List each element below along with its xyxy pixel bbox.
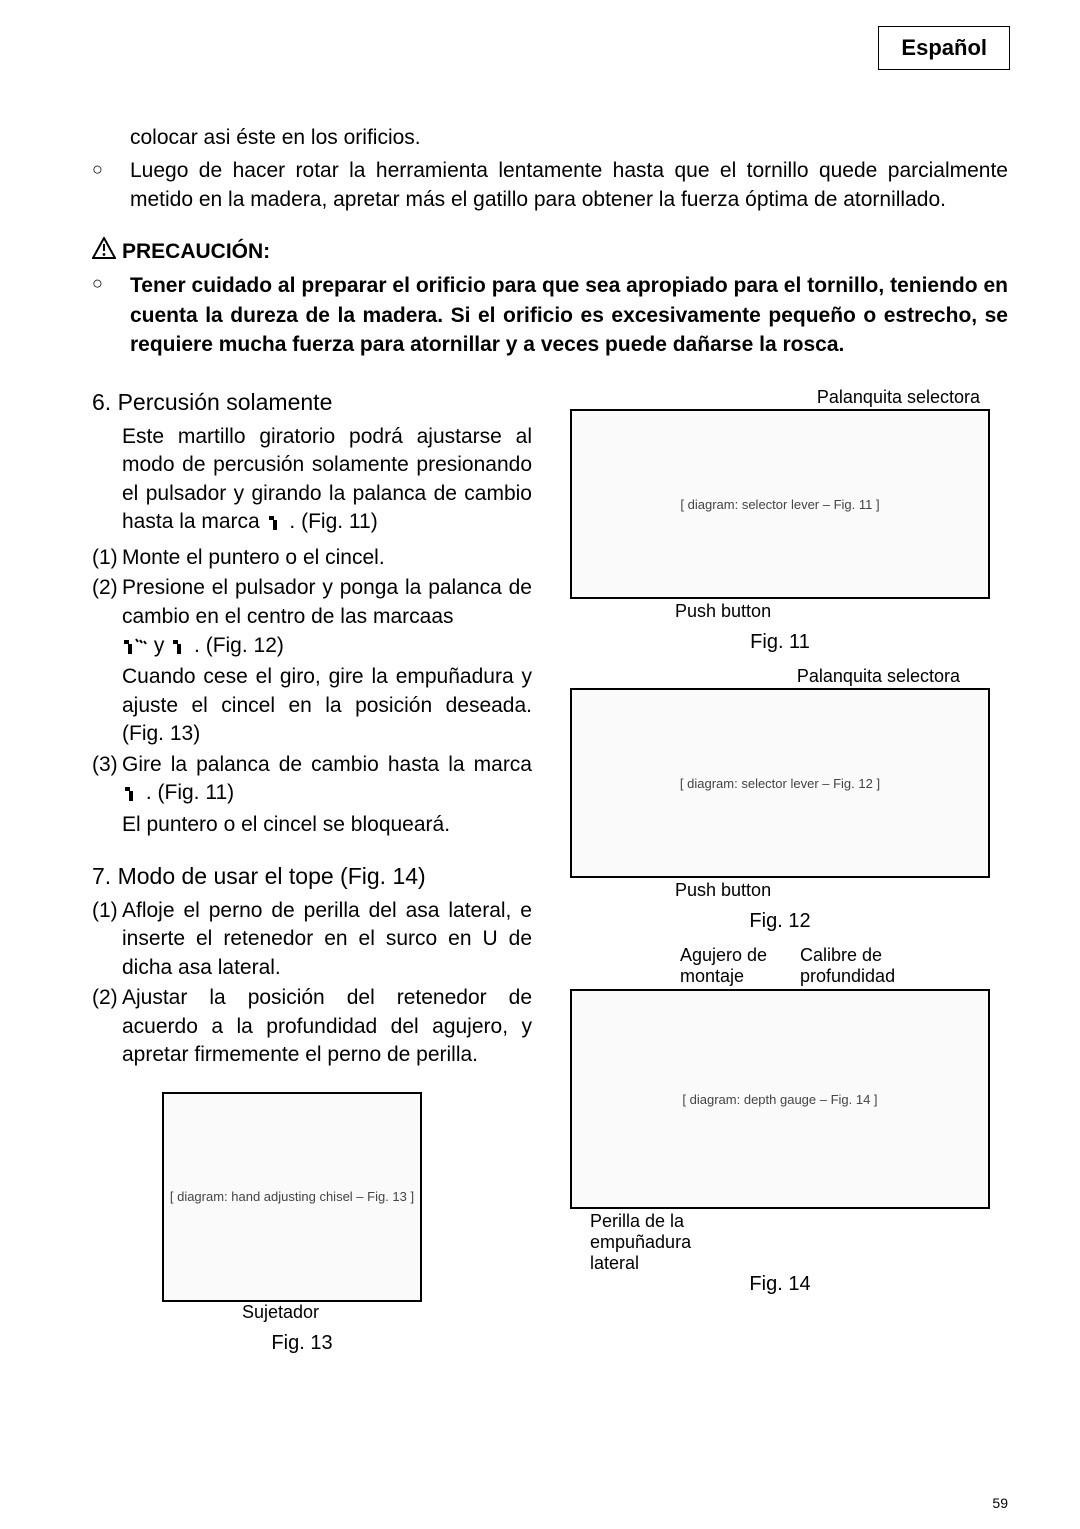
warning-icon bbox=[92, 237, 116, 267]
intro-bullet-text: Luego de hacer rotar la herramienta lent… bbox=[130, 157, 1008, 215]
figure-14-knob-label: Perilla de la empuñadura lateral bbox=[590, 1211, 740, 1273]
figure-12-push-label: Push button bbox=[675, 880, 771, 901]
hammer-icon bbox=[122, 782, 140, 811]
section6-item1: (1) Monte el puntero o el cincel. bbox=[92, 544, 532, 573]
section-7: 7. Modo de usar el tope (Fig. 14) (1) Af… bbox=[92, 861, 532, 1070]
figure-12-caption: Fig. 12 bbox=[560, 910, 1000, 933]
figure-12-lever-label: Palanquita selectora bbox=[797, 666, 960, 687]
section7-item2: (2) Ajustar la posición del retenedor de… bbox=[92, 984, 532, 1070]
section6-item3: (3) Gire la palanca de cambio hasta la m… bbox=[92, 751, 532, 840]
item-number: (1) bbox=[92, 897, 122, 983]
hammer-lines-icon bbox=[122, 635, 148, 664]
section6-body-tail: . (Fig. 11) bbox=[289, 510, 377, 533]
figure-11-caption: Fig. 11 bbox=[560, 631, 1000, 654]
intro-block: colocar asi éste en los orificios. ○ Lue… bbox=[92, 124, 1008, 215]
page-number: 59 bbox=[992, 1495, 1008, 1511]
intro-line1: colocar asi éste en los orificios. bbox=[130, 124, 1008, 153]
figure-14-caption: Fig. 14 bbox=[560, 1273, 1000, 1296]
item2c: Cuando cese el giro, gire la empuñadura … bbox=[122, 665, 532, 745]
item3b: El puntero o el cincel se bloqueará. bbox=[122, 813, 450, 836]
section7-item1: (1) Afloje el perno de perilla del asa l… bbox=[92, 897, 532, 983]
bullet-marker: ○ bbox=[92, 157, 130, 215]
section7-title: 7. Modo de usar el tope (Fig. 14) bbox=[92, 861, 532, 892]
item3a-tail: . (Fig. 11) bbox=[146, 781, 234, 804]
left-column: 6. Percusión solamente Este martillo gir… bbox=[92, 387, 532, 1357]
figure-11-lever-label: Palanquita selectora bbox=[817, 387, 980, 408]
figure-13-sujetador-label: Sujetador bbox=[162, 1300, 442, 1324]
intro-bullet: ○ Luego de hacer rotar la herramienta le… bbox=[92, 157, 1008, 215]
item-number: (3) bbox=[92, 751, 122, 840]
caution-block: PRECAUCIÓN: ○ Tener cuidado al preparar … bbox=[92, 237, 1008, 360]
language-label: Español bbox=[901, 35, 987, 60]
caution-heading-row: PRECAUCIÓN: bbox=[92, 237, 1008, 267]
section6-title: 6. Percusión solamente bbox=[92, 387, 532, 418]
item2-mid: y bbox=[154, 634, 170, 657]
figure-13: [ diagram: hand adjusting chisel – Fig. … bbox=[162, 1092, 442, 1358]
item-text: Ajustar la posición del retenedor de acu… bbox=[122, 984, 532, 1070]
figure-14: Agujero de montaje Calibre de profundida… bbox=[560, 945, 1000, 1296]
bullet-marker: ○ bbox=[92, 271, 130, 359]
language-box: Español bbox=[878, 26, 1010, 70]
figure-11: Palanquita selectora [ diagram: selector… bbox=[560, 387, 1000, 654]
right-column: Palanquita selectora [ diagram: selector… bbox=[560, 387, 1000, 1357]
figure-14-mount-label: Agujero de montaje bbox=[680, 945, 780, 986]
caution-body: ○ Tener cuidado al preparar el orificio … bbox=[92, 271, 1008, 359]
section6-body: Este martillo giratorio podrá ajustarse … bbox=[122, 423, 532, 540]
figure-11-push-label: Push button bbox=[675, 601, 771, 622]
item-text: Gire la palanca de cambio hasta la marca… bbox=[122, 751, 532, 840]
item-number: (1) bbox=[92, 544, 122, 573]
figure-13-image: [ diagram: hand adjusting chisel – Fig. … bbox=[162, 1092, 422, 1302]
figure-14-image: [ diagram: depth gauge – Fig. 14 ] bbox=[570, 989, 990, 1209]
figure-11-image: [ diagram: selector lever – Fig. 11 ] bbox=[570, 409, 990, 599]
item-text: Afloje el perno de perilla del asa later… bbox=[122, 897, 532, 983]
item-number: (2) bbox=[92, 574, 122, 748]
item-text: Monte el puntero o el cincel. bbox=[122, 544, 532, 573]
item3a: Gire la palanca de cambio hasta la marca bbox=[122, 753, 532, 776]
hammer-icon bbox=[266, 511, 284, 540]
item2a: Presione el pulsador y ponga la palanca … bbox=[122, 576, 532, 628]
section-6: 6. Percusión solamente Este martillo gir… bbox=[92, 387, 532, 839]
item-number: (2) bbox=[92, 984, 122, 1070]
figure-14-depth-label: Calibre de profundidad bbox=[800, 945, 940, 986]
figure-12-image: [ diagram: selector lever – Fig. 12 ] bbox=[570, 688, 990, 878]
item-text: Presione el pulsador y ponga la palanca … bbox=[122, 574, 532, 748]
section6-item2: (2) Presione el pulsador y ponga la pala… bbox=[92, 574, 532, 748]
caution-heading: PRECAUCIÓN: bbox=[122, 237, 270, 266]
caution-text: Tener cuidado al preparar el orificio pa… bbox=[130, 271, 1008, 359]
columns: 6. Percusión solamente Este martillo gir… bbox=[92, 387, 1008, 1357]
figure-12: Palanquita selectora [ diagram: selector… bbox=[560, 666, 1000, 933]
hammer-icon bbox=[170, 635, 188, 664]
figure-13-caption: Fig. 13 bbox=[162, 1330, 442, 1357]
item2-tail: . (Fig. 12) bbox=[194, 634, 284, 657]
